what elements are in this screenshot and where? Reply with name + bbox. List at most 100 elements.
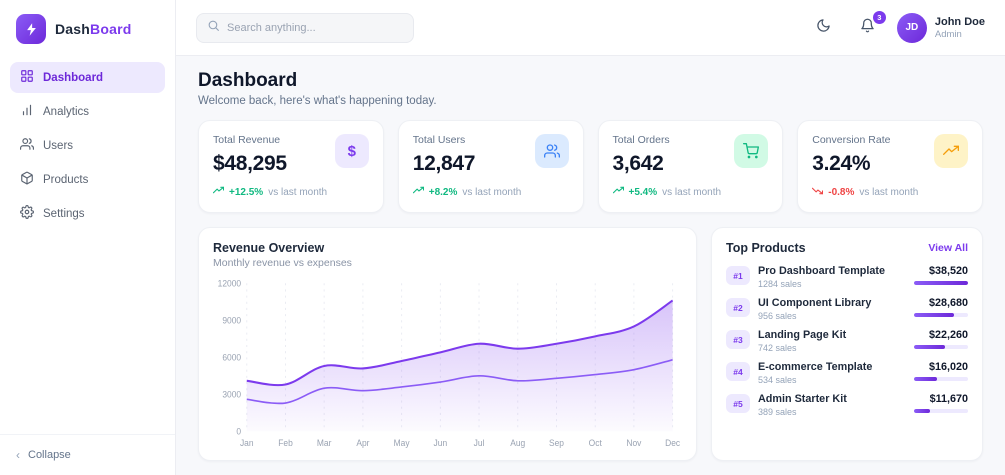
dollar-icon: $	[334, 134, 369, 168]
product-name: Landing Page Kit	[758, 329, 847, 341]
users-icon	[534, 134, 569, 168]
svg-text:Jul: Jul	[474, 437, 485, 447]
product-row[interactable]: #3 Landing Page Kit 742 sales $22,260	[726, 329, 968, 353]
svg-text:May: May	[394, 437, 410, 447]
product-amount: $38,520	[928, 265, 968, 277]
notifications-button[interactable]: 3	[853, 10, 886, 43]
chevron-left-icon: ‹	[16, 448, 20, 462]
stat-change: +5.4%	[628, 186, 658, 198]
moon-icon	[816, 18, 831, 38]
sidebar-item-users[interactable]: Users	[10, 130, 165, 161]
search-icon	[207, 19, 220, 37]
stat-change-suffix: vs last month	[268, 186, 328, 198]
view-all-link[interactable]: View All	[928, 242, 968, 254]
svg-text:3000: 3000	[222, 389, 241, 399]
trend-up-icon	[212, 185, 225, 199]
product-sales: 389 sales	[758, 407, 797, 417]
svg-text:12000: 12000	[218, 278, 242, 288]
brand-name: DashBoard	[55, 21, 132, 37]
page-subtitle: Welcome back, here's what's happening to…	[198, 95, 437, 107]
svg-text:Feb: Feb	[278, 437, 293, 447]
stat-value: $48,295	[213, 152, 287, 175]
sidebar-item-analytics[interactable]: Analytics	[10, 96, 165, 127]
search-input[interactable]	[227, 21, 403, 34]
product-amount: $16,020	[928, 361, 968, 373]
svg-text:Jan: Jan	[240, 437, 254, 447]
stat-card-total-orders: Total Orders 3,642 +5.4% vs last month	[597, 120, 784, 213]
product-row[interactable]: #2 UI Component Library 956 sales $28,68…	[726, 297, 968, 321]
rank-badge: #3	[726, 330, 750, 349]
stat-card-conversion-rate: Conversion Rate 3.24% -0.8% vs last mont…	[797, 120, 983, 213]
svg-text:0: 0	[236, 426, 241, 436]
users-icon	[20, 137, 35, 154]
user-menu[interactable]: JD John Doe Admin	[896, 12, 985, 43]
notification-count-badge: 3	[872, 10, 886, 24]
sidebar-item-products[interactable]: Products	[10, 164, 165, 195]
grid-icon	[20, 69, 34, 86]
rank-badge: #2	[726, 298, 750, 317]
svg-text:Aug: Aug	[510, 437, 525, 447]
brand-logo: DashBoard	[0, 0, 175, 56]
stat-change-suffix: vs last month	[662, 186, 722, 198]
rank-badge: #1	[726, 266, 750, 285]
stat-label: Total Users	[412, 134, 466, 146]
product-sales: 534 sales	[758, 375, 797, 385]
product-name: UI Component Library	[758, 297, 872, 309]
product-amount: $22,260	[928, 329, 968, 341]
revenue-chart: 0 3000 6000 9000 12000 Jan Feb Mar Apr May Jun Jul A…	[213, 275, 682, 452]
trend-up-icon	[412, 185, 424, 199]
svg-text:Jun: Jun	[434, 437, 448, 447]
stats-row: Total Revenue $48,295 $ +12.5% vs last m…	[198, 120, 983, 213]
stat-value: 3.24%	[812, 152, 871, 175]
product-sales: 742 sales	[758, 343, 797, 353]
svg-text:Oct: Oct	[589, 437, 603, 447]
product-name: Pro Dashboard Template	[758, 265, 885, 277]
product-row[interactable]: #4 E-commerce Template 534 sales $16,020	[726, 361, 968, 385]
sidebar-item-dashboard[interactable]: Dashboard	[10, 62, 165, 93]
trend-up-icon	[612, 185, 624, 199]
sidebar: DashBoard Dashboard Analytics Users Prod…	[0, 0, 176, 475]
product-progress-bar	[914, 409, 968, 413]
product-progress-bar	[914, 281, 968, 285]
sidebar-item-label: Settings	[43, 207, 85, 220]
lightning-bolt-icon	[16, 14, 46, 44]
product-row[interactable]: #1 Pro Dashboard Template 1284 sales $38…	[726, 265, 968, 289]
search-box	[196, 12, 414, 43]
product-name: E-commerce Template	[758, 361, 873, 373]
svg-text:Sep: Sep	[549, 437, 564, 447]
chart-title: Revenue Overview	[213, 241, 325, 255]
svg-text:Mar: Mar	[317, 437, 332, 447]
svg-text:Dec: Dec	[665, 437, 681, 447]
stat-label: Total Orders	[612, 134, 670, 146]
sidebar-item-settings[interactable]: Settings	[10, 198, 165, 229]
trend-icon	[934, 134, 968, 168]
collapse-button[interactable]: ‹ Collapse	[0, 434, 175, 475]
avatar: JD	[896, 12, 927, 43]
topbar: 3 JD John Doe Admin	[176, 0, 1005, 56]
dark-mode-toggle[interactable]	[809, 13, 839, 43]
sidebar-item-label: Dashboard	[43, 71, 104, 84]
stat-change: +12.5%	[229, 186, 264, 198]
top-products-card: Top Products View All #1 Pro Dashboard T…	[711, 227, 983, 461]
stat-card-total-revenue: Total Revenue $48,295 $ +12.5% vs last m…	[198, 120, 384, 213]
sidebar-nav: Dashboard Analytics Users Products Setti…	[0, 56, 175, 235]
stat-label: Total Revenue	[213, 134, 281, 146]
product-progress-bar	[914, 377, 968, 381]
user-role: Admin	[934, 28, 962, 40]
collapse-label: Collapse	[28, 449, 71, 461]
sidebar-item-label: Analytics	[43, 105, 90, 118]
bottom-row: Revenue Overview Monthly revenue vs expe…	[198, 227, 983, 475]
area-chart: 0 3000 6000 9000 12000 Jan Feb Mar Apr May Jun Jul A…	[218, 278, 681, 448]
product-row[interactable]: #5 Admin Starter Kit 389 sales $11,670	[726, 393, 968, 417]
svg-text:Nov: Nov	[626, 437, 642, 447]
revenue-overview-card: Revenue Overview Monthly revenue vs expe…	[198, 227, 697, 461]
trend-down-icon	[812, 185, 824, 199]
sidebar-item-label: Users	[43, 139, 74, 152]
product-name: Admin Starter Kit	[758, 393, 847, 405]
stat-change-suffix: vs last month	[462, 186, 522, 198]
stat-change: -0.8%	[828, 186, 855, 198]
chart-subtitle: Monthly revenue vs expenses	[213, 257, 352, 269]
stat-change: +8.2%	[428, 186, 458, 198]
main-area: 3 JD John Doe Admin Dashboard Welcome ba…	[176, 0, 1005, 475]
